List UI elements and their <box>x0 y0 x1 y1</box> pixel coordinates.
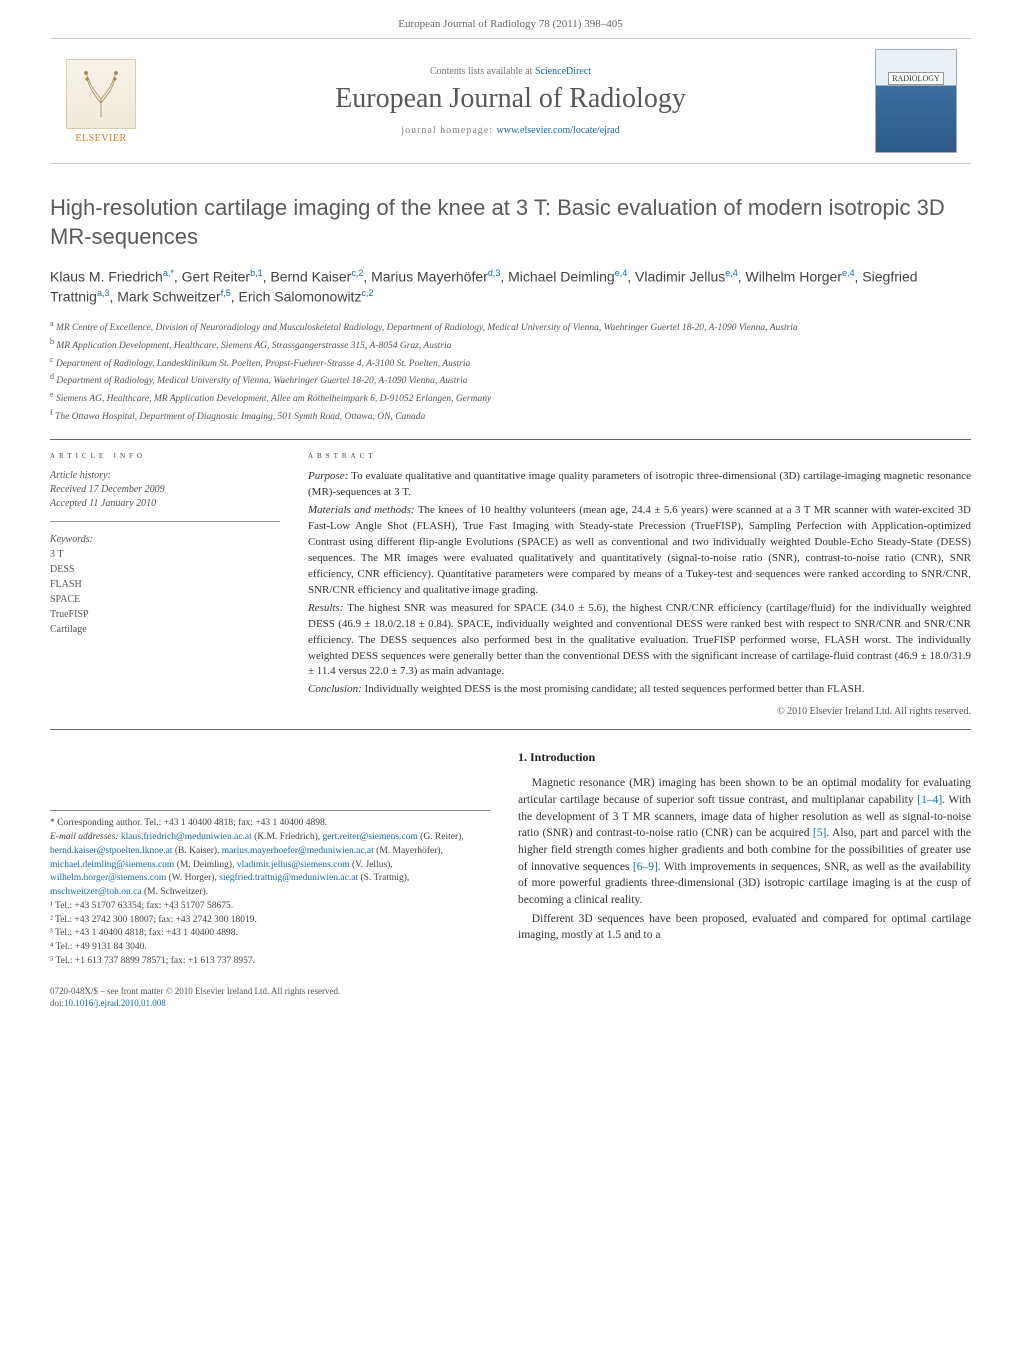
info-label: article info <box>50 450 280 461</box>
keywords: Keywords: 3 TDESSFLASHSPACETrueFISPCarti… <box>50 532 280 637</box>
publisher-name: ELSEVIER <box>75 133 126 144</box>
email-link[interactable]: gert.reiter@siemens.com <box>323 832 418 842</box>
journal-cover-icon: RADIOLOGY <box>875 49 957 153</box>
affiliation: b MR Application Development, Healthcare… <box>50 336 971 354</box>
page-footer: 0720-048X/$ – see front matter © 2010 El… <box>50 985 971 1010</box>
affiliation: d Department of Radiology, Medical Unive… <box>50 371 971 389</box>
affiliation: e Siemens AG, Healthcare, MR Application… <box>50 389 971 407</box>
keyword: 3 T <box>50 547 280 562</box>
affiliation: a MR Centre of Excellence, Division of N… <box>50 318 971 336</box>
affiliation: f The Ottawa Hospital, Department of Dia… <box>50 407 971 425</box>
intro-heading: 1. Introduction <box>518 750 971 765</box>
email-link[interactable]: wilhelm.horger@siemens.com <box>50 873 166 883</box>
abstract-body: Purpose: To evaluate qualitative and qua… <box>308 469 971 698</box>
rule <box>50 729 971 730</box>
affiliations: a MR Centre of Excellence, Division of N… <box>50 318 971 426</box>
email-who: (K.M. Friedrich), <box>252 832 323 842</box>
conclusion-lead: Conclusion: <box>308 683 362 695</box>
email-who: (S. Trattnig), <box>358 873 409 883</box>
corresponding-author: * Corresponding author. Tel.: +43 1 4040… <box>50 817 490 831</box>
left-column: * Corresponding author. Tel.: +43 1 4040… <box>50 750 490 968</box>
running-head: European Journal of Radiology 78 (2011) … <box>0 0 1021 38</box>
publisher-logo-block: ELSEVIER <box>56 59 146 144</box>
doi-label: doi: <box>50 998 64 1008</box>
homepage-prefix: journal homepage: <box>401 125 496 136</box>
doi-link[interactable]: 10.1016/j.ejrad.2010.01.008 <box>64 998 166 1008</box>
body-columns: * Corresponding author. Tel.: +43 1 4040… <box>50 750 971 968</box>
abstract-copyright: © 2010 Elsevier Ireland Ltd. All rights … <box>308 706 971 717</box>
ref-link[interactable]: [5] <box>813 827 826 839</box>
tel-line: ¹ Tel.: +43 51707 63354; fax: +43 51707 … <box>50 900 490 914</box>
citation: European Journal of Radiology 78 (2011) … <box>398 18 622 30</box>
methods-lead: Materials and methods: <box>308 504 415 516</box>
sciencedirect-link[interactable]: ScienceDirect <box>535 66 591 77</box>
email-link[interactable]: vladimir.jellus@siemens.com <box>237 860 350 870</box>
conclusion-text: Individually weighted DESS is the most p… <box>362 683 865 695</box>
masthead: ELSEVIER Contents lists available at Sci… <box>50 38 971 164</box>
elsevier-tree-icon <box>66 59 136 129</box>
history-label: Article history: <box>50 469 280 483</box>
email-who: (M. Schweitzer). <box>142 887 208 897</box>
results-lead: Results: <box>308 602 343 614</box>
email-link[interactable]: marius.mayerhoefer@meduniwien.ac.at <box>222 846 374 856</box>
email-link[interactable]: mschweitzer@toh.on.ca <box>50 887 142 897</box>
homepage-line: journal homepage: www.elsevier.com/locat… <box>146 125 875 136</box>
received: Received 17 December 2009 <box>50 483 280 497</box>
ref-link[interactable]: [6–9] <box>633 861 658 873</box>
email-link[interactable]: klaus.friedrich@meduniwien.ac.at <box>121 832 252 842</box>
article-history: Article history: Received 17 December 20… <box>50 469 280 522</box>
contents-prefix: Contents lists available at <box>430 66 535 77</box>
info-abstract-row: article info Article history: Received 1… <box>50 450 971 717</box>
abstract-label: Abstract <box>308 450 971 461</box>
intro-p1a: Magnetic resonance (MR) imaging has been… <box>518 777 971 806</box>
contents-line: Contents lists available at ScienceDirec… <box>146 66 875 77</box>
tel-line: ⁵ Tel.: +1 613 737 8899 78571; fax: +1 6… <box>50 955 490 969</box>
article-title: High-resolution cartilage imaging of the… <box>50 194 971 251</box>
keyword: Cartilage <box>50 622 280 637</box>
tel-line: ³ Tel.: +43 1 40400 4818; fax: +43 1 404… <box>50 927 490 941</box>
email-who: (G. Reiter), <box>418 832 464 842</box>
keyword: FLASH <box>50 577 280 592</box>
email-label: E-mail addresses: <box>50 832 119 842</box>
article-info: article info Article history: Received 1… <box>50 450 280 717</box>
email-link[interactable]: siegfried.trattnig@meduniwien.ac.at <box>219 873 358 883</box>
cover-label: RADIOLOGY <box>888 72 944 85</box>
author-list: Klaus M. Friedricha,*, Gert Reiterb,1, B… <box>50 267 971 308</box>
methods-text: The knees of 10 healthy volunteers (mean… <box>308 504 971 596</box>
keywords-label: Keywords: <box>50 532 280 547</box>
journal-title: European Journal of Radiology <box>146 83 875 115</box>
intro-p2: Different 3D sequences have been propose… <box>518 911 971 944</box>
keyword: SPACE <box>50 592 280 607</box>
homepage-link[interactable]: www.elsevier.com/locate/ejrad <box>497 125 620 136</box>
emails-block: E-mail addresses: klaus.friedrich@meduni… <box>50 831 490 900</box>
purpose-lead: Purpose: <box>308 470 348 482</box>
accepted: Accepted 11 January 2010 <box>50 497 280 511</box>
cover-thumbnail-block: RADIOLOGY <box>875 49 965 153</box>
masthead-center: Contents lists available at ScienceDirec… <box>146 66 875 136</box>
affiliation: c Department of Radiology, Landeskliniku… <box>50 354 971 372</box>
email-who: (M. Deimling), <box>174 860 237 870</box>
tel-line: ⁴ Tel.: +49 9131 84 3040. <box>50 941 490 955</box>
intro-body: Magnetic resonance (MR) imaging has been… <box>518 775 971 944</box>
footnotes: * Corresponding author. Tel.: +43 1 4040… <box>50 810 490 968</box>
rule <box>50 439 971 440</box>
email-link[interactable]: michael.deimling@siemens.com <box>50 860 174 870</box>
keyword: DESS <box>50 562 280 577</box>
right-column: 1. Introduction Magnetic resonance (MR) … <box>518 750 971 968</box>
email-who: (W. Horger), <box>166 873 219 883</box>
keyword: TrueFISP <box>50 607 280 622</box>
results-text: The highest SNR was measured for SPACE (… <box>308 602 971 678</box>
email-who: (V. Jellus), <box>350 860 393 870</box>
abstract: Abstract Purpose: To evaluate qualitativ… <box>308 450 971 717</box>
email-link[interactable]: bernd.kaiser@stpoelten.lknoe.at <box>50 846 172 856</box>
email-who: (B. Kaiser), <box>172 846 221 856</box>
purpose-text: To evaluate qualitative and quantitative… <box>308 470 971 498</box>
ref-link[interactable]: [1–4] <box>917 794 942 806</box>
email-who: (M. Mayerhöfer), <box>374 846 443 856</box>
front-matter: 0720-048X/$ – see front matter © 2010 El… <box>50 985 971 998</box>
article: High-resolution cartilage imaging of the… <box>50 194 971 969</box>
tel-line: ² Tel.: +43 2742 300 18007; fax: +43 274… <box>50 914 490 928</box>
